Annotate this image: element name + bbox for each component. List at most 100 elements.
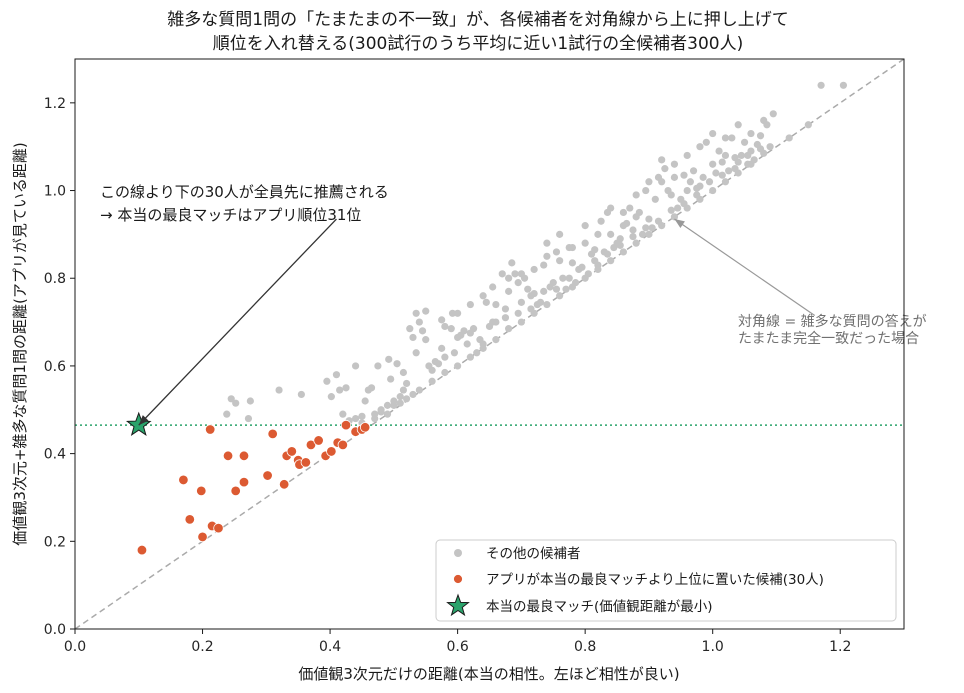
- y-tick-label: 0.8: [44, 271, 66, 287]
- other-candidate-point: [543, 252, 551, 260]
- above-candidate-point: [197, 531, 208, 543]
- other-candidate-point: [505, 325, 513, 333]
- other-candidate-point: [482, 298, 490, 306]
- other-candidate-point: [594, 230, 602, 238]
- other-candidate-point: [498, 270, 506, 278]
- other-candidate-point: [712, 169, 720, 177]
- other-candidate-point: [275, 386, 283, 394]
- x-tick-label: 0.8: [574, 639, 596, 655]
- other-candidate-point: [441, 353, 449, 361]
- x-tick-label: 1.0: [702, 639, 724, 655]
- other-candidate-point: [530, 289, 538, 298]
- other-candidate-point: [549, 279, 557, 287]
- other-candidate-point: [351, 414, 360, 423]
- other-candidate-point: [454, 309, 462, 317]
- other-candidate-point: [632, 191, 640, 199]
- other-candidate-point: [342, 384, 350, 392]
- other-candidate-point: [489, 283, 497, 291]
- other-candidate-point: [476, 336, 484, 344]
- y-tick-label: 0.0: [44, 622, 66, 638]
- other-candidate-point: [623, 219, 631, 228]
- above-candidate-point: [178, 474, 189, 486]
- other-candidate-point: [479, 292, 487, 300]
- y-tick-label: 0.2: [44, 534, 66, 550]
- other-candidate-point: [466, 300, 474, 309]
- y-tick-label: 1.2: [44, 96, 66, 112]
- other-candidate-point: [450, 349, 459, 357]
- above-candidate-point: [278, 479, 290, 490]
- other-candidate-point: [351, 362, 360, 370]
- other-candidate-point: [441, 368, 449, 377]
- other-candidate-point: [415, 386, 423, 394]
- other-candidate-point: [696, 143, 704, 151]
- other-candidate-point: [696, 195, 704, 203]
- other-candidate-point: [632, 239, 640, 247]
- other-candidate-point: [501, 305, 510, 313]
- other-candidate-point: [654, 217, 663, 225]
- other-candidate-point: [568, 259, 577, 267]
- other-candidate-point: [619, 208, 628, 217]
- other-candidate-point: [422, 307, 430, 315]
- other-candidate-point: [385, 355, 393, 363]
- x-tick-label: 0.6: [446, 639, 468, 655]
- other-candidate-point: [766, 143, 774, 151]
- other-candidate-point: [530, 265, 538, 274]
- x-tick-label: 0.4: [319, 639, 341, 655]
- x-tick-label: 1.2: [829, 639, 851, 655]
- other-candidate-point: [760, 116, 768, 124]
- other-candidate-point: [670, 213, 679, 221]
- above-candidate-point: [305, 439, 317, 451]
- other-candidate-point: [670, 173, 679, 181]
- other-candidate-point: [616, 235, 624, 243]
- other-candidate-point: [332, 371, 341, 379]
- other-candidate-point: [721, 178, 730, 186]
- other-candidate-point: [361, 397, 369, 405]
- annotation-diagonal-arrow: [674, 218, 816, 316]
- above-candidate-point: [184, 514, 195, 525]
- other-candidate-point: [626, 204, 634, 212]
- plot-frame: [74, 58, 905, 630]
- other-candidate-point: [693, 184, 701, 192]
- other-candidate-point: [297, 390, 305, 399]
- other-candidate-point: [514, 279, 522, 287]
- other-candidate-point: [412, 309, 420, 317]
- other-candidate-point: [718, 171, 726, 179]
- other-candidate-point: [527, 305, 535, 313]
- other-candidate-point: [406, 325, 414, 333]
- other-candidate-point: [393, 360, 401, 368]
- above-candidate-point: [337, 439, 349, 451]
- other-candidate-point: [383, 401, 392, 409]
- other-candidate-point: [501, 314, 510, 322]
- other-candidate-point: [517, 318, 525, 326]
- other-candidate-point: [785, 134, 793, 142]
- other-candidate-point: [619, 248, 628, 256]
- annotation-main-line-2: → 本当の最良マッチはアプリ順位31位: [100, 206, 361, 224]
- other-candidate-point: [689, 167, 698, 175]
- above-candidate-point: [267, 428, 278, 440]
- legend-label-others: その他の候補者: [486, 546, 581, 562]
- other-candidate-point: [747, 160, 755, 168]
- other-candidate-point: [556, 230, 564, 238]
- other-candidate-point: [514, 309, 522, 317]
- other-candidate-point: [591, 257, 599, 265]
- above-candidate-point: [359, 422, 371, 433]
- other-candidate-point: [412, 349, 420, 357]
- other-candidate-point: [540, 261, 548, 269]
- above-candidate-point: [136, 544, 148, 556]
- other-candidate-point: [642, 224, 650, 232]
- above-candidate-point: [262, 470, 273, 481]
- other-candidate-point: [469, 325, 478, 333]
- other-candidate-point: [740, 138, 749, 146]
- other-candidate-point: [597, 217, 605, 225]
- above-candidate-point: [204, 424, 216, 435]
- other-candidate-point: [223, 410, 231, 418]
- other-candidate-point: [323, 377, 331, 385]
- y-tick-label: 1.0: [44, 184, 66, 200]
- other-candidate-point: [651, 195, 659, 203]
- other-candidate-point: [734, 158, 742, 166]
- other-candidate-point: [591, 246, 599, 254]
- x-axis-ticks: 0.0 0.2 0.4 0.6 0.8 1.0 1.2: [64, 629, 851, 655]
- other-candidate-point: [246, 397, 254, 405]
- other-candidate-point: [648, 224, 656, 232]
- y-tick-label: 0.6: [44, 359, 66, 375]
